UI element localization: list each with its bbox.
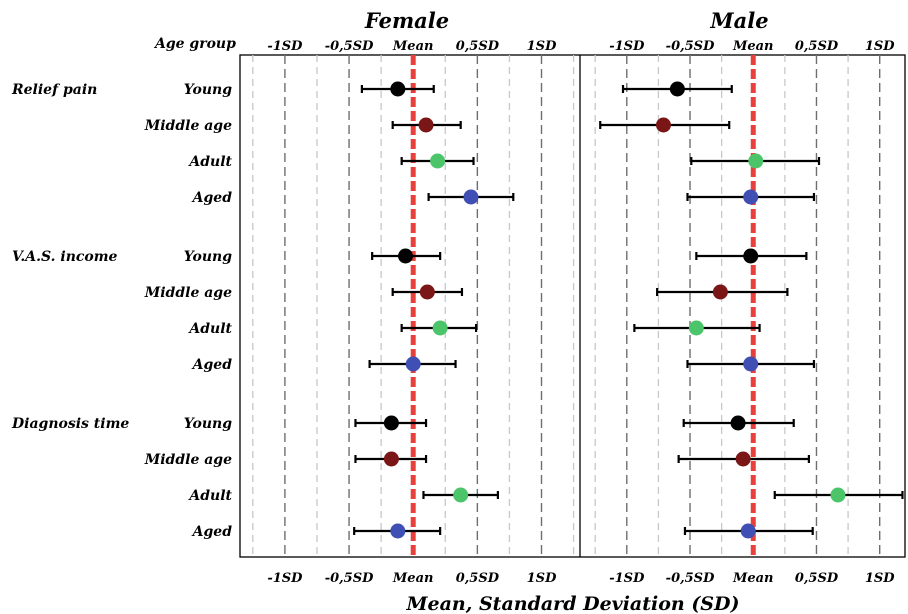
panel-title-male: Male bbox=[709, 8, 768, 33]
data-point-young bbox=[730, 415, 746, 431]
tick-label-top: -1SD bbox=[267, 39, 303, 54]
data-point-adult bbox=[453, 487, 469, 503]
tick-label-bottom: -1SD bbox=[609, 571, 645, 586]
data-point-middle-age bbox=[418, 117, 434, 133]
age-group-label: Adult bbox=[187, 154, 232, 170]
age-group-label: Young bbox=[184, 416, 232, 432]
age-group-label: Young bbox=[184, 82, 232, 98]
tick-label-bottom: Mean bbox=[392, 571, 434, 586]
age-group-label: Middle age bbox=[144, 452, 232, 468]
age-group-label: Middle age bbox=[144, 285, 232, 301]
data-point-young bbox=[390, 81, 406, 97]
data-point-adult bbox=[432, 320, 448, 336]
tick-label-top: -1SD bbox=[609, 39, 645, 54]
age-group-label: Adult bbox=[187, 321, 232, 337]
tick-label-bottom: Mean bbox=[732, 571, 774, 586]
tick-label-bottom: 1SD bbox=[865, 571, 895, 586]
data-point-middle-age bbox=[735, 451, 751, 467]
age-group-label: Aged bbox=[191, 190, 233, 206]
data-point-middle-age bbox=[712, 284, 728, 300]
data-point-middle-age bbox=[419, 284, 435, 300]
tick-label-top: -0,5SD bbox=[666, 39, 715, 54]
data-point-young bbox=[743, 248, 759, 264]
data-point-young bbox=[383, 415, 399, 431]
tick-label-top: 1SD bbox=[865, 39, 895, 54]
x-axis-label: Mean, Standard Deviation (SD) bbox=[405, 593, 739, 614]
data-point-aged bbox=[405, 356, 421, 372]
row-header: Age group bbox=[153, 36, 236, 52]
variable-label: V.A.S. income bbox=[12, 249, 118, 265]
tick-label-top: 1SD bbox=[527, 39, 557, 54]
variable-label: Diagnosis time bbox=[11, 416, 129, 432]
tick-label-bottom: 0,5SD bbox=[456, 571, 500, 586]
tick-label-bottom: -1SD bbox=[267, 571, 303, 586]
data-point-young bbox=[669, 81, 685, 97]
panel-title-female: Female bbox=[364, 8, 449, 33]
plot-frame bbox=[239, 54, 906, 558]
data-point-middle-age bbox=[655, 117, 671, 133]
tick-label-top: Mean bbox=[732, 39, 774, 54]
data-point-adult bbox=[430, 153, 446, 169]
data-point-adult bbox=[830, 487, 846, 503]
data-point-adult bbox=[688, 320, 704, 336]
data-point-aged bbox=[740, 523, 756, 539]
age-group-label: Aged bbox=[191, 524, 233, 540]
tick-label-bottom: -0,5SD bbox=[666, 571, 715, 586]
age-group-label: Middle age bbox=[144, 118, 232, 134]
tick-label-bottom: 1SD bbox=[527, 571, 557, 586]
data-point-middle-age bbox=[383, 451, 399, 467]
tick-label-bottom: 0,5SD bbox=[795, 571, 839, 586]
tick-label-top: 0,5SD bbox=[456, 39, 500, 54]
data-point-adult bbox=[748, 153, 764, 169]
age-group-label: Adult bbox=[187, 488, 232, 504]
data-point-aged bbox=[743, 356, 759, 372]
tick-label-top: Mean bbox=[392, 39, 434, 54]
tick-label-bottom: -0,5SD bbox=[325, 571, 374, 586]
variable-label: Relief pain bbox=[11, 82, 97, 98]
data-point-young bbox=[398, 248, 414, 264]
tick-label-top: 0,5SD bbox=[795, 39, 839, 54]
age-group-label: Young bbox=[184, 249, 232, 265]
tick-label-top: -0,5SD bbox=[325, 39, 374, 54]
data-point-aged bbox=[463, 189, 479, 205]
age-group-label: Aged bbox=[191, 357, 233, 373]
data-point-aged bbox=[390, 523, 406, 539]
data-point-aged bbox=[743, 189, 759, 205]
